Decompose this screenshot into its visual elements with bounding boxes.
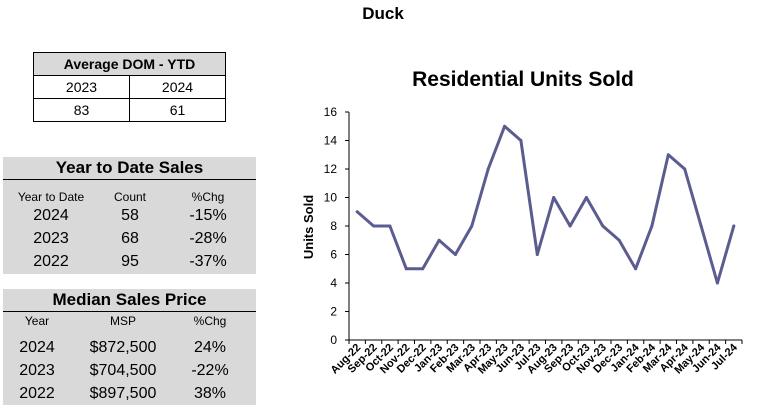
ytd-col-chg: %Chg	[191, 190, 225, 204]
msp-row-chg: 24%	[193, 339, 227, 356]
chart-axes: 0246810121416Aug-22Sep-22Oct-22Nov-22Dec…	[324, 105, 743, 376]
ytd-row-year: 2022	[33, 253, 69, 270]
data-point	[470, 224, 474, 228]
msp-col-msp: MSP	[109, 314, 136, 328]
data-point	[634, 267, 638, 271]
data-point	[486, 167, 490, 171]
ytd-title: Year to Date Sales	[3, 157, 256, 180]
y-tick-label: 14	[324, 134, 338, 148]
msp-title: Median Sales Price	[3, 289, 256, 312]
msp-row-price: $872,500	[89, 339, 157, 356]
msp-col-year: Year	[24, 314, 50, 328]
data-point	[421, 267, 425, 271]
ytd-row-chg: -15%	[189, 207, 227, 224]
msp-row-year: 2023	[19, 362, 55, 379]
data-point	[437, 238, 441, 242]
data-point	[666, 153, 670, 157]
data-point	[568, 224, 572, 228]
data-point	[617, 238, 621, 242]
data-point	[552, 196, 556, 199]
year-to-date-sales-panel: Year to Date Sales Year to Date Count %C…	[3, 157, 256, 274]
chart-title: Residential Units Sold	[412, 68, 634, 91]
dom-value-2024: 61	[128, 98, 227, 122]
data-point	[650, 224, 654, 228]
average-dom-table: Average DOM - YTD 2023 2024 83 61	[33, 52, 227, 122]
data-point	[584, 196, 588, 199]
y-tick-label: 16	[324, 105, 338, 119]
data-point	[699, 224, 703, 228]
ytd-row-count: 95	[121, 253, 139, 270]
msp-col-chg: %Chg	[193, 314, 227, 328]
data-point	[601, 224, 605, 228]
ytd-col-year: Year to Date	[17, 190, 85, 204]
ytd-row-chg: -37%	[189, 253, 227, 270]
data-point	[404, 267, 408, 271]
ytd-row-year: 2024	[33, 207, 69, 224]
msp-row-price: $704,500	[89, 362, 157, 379]
data-point	[388, 224, 392, 228]
page-title: Duck	[362, 4, 404, 23]
y-tick-label: 2	[330, 305, 337, 319]
ytd-row-year: 2023	[33, 230, 69, 247]
ytd-row-count: 68	[121, 230, 139, 247]
data-point	[453, 253, 457, 256]
y-tick-label: 0	[330, 333, 337, 347]
units-sold-series	[355, 124, 736, 285]
y-tick-label: 4	[330, 276, 337, 290]
data-point	[372, 224, 376, 228]
data-point	[715, 281, 719, 285]
data-point	[519, 139, 523, 142]
ytd-row-count: 58	[121, 207, 139, 224]
units-sold-line	[355, 124, 736, 285]
data-point	[355, 210, 359, 214]
msp-row-year: 2024	[19, 339, 55, 356]
data-point	[732, 224, 736, 228]
msp-row-year: 2022	[19, 385, 55, 402]
data-point	[503, 124, 507, 128]
msp-row-price: $897,500	[89, 385, 157, 402]
data-point	[683, 167, 687, 171]
dom-header: Average DOM - YTD	[33, 52, 226, 76]
dom-year-2023: 2023	[33, 75, 130, 99]
ytd-row-chg: -28%	[189, 230, 227, 247]
msp-row-chg: -22%	[191, 362, 229, 379]
y-tick-label: 6	[330, 248, 337, 262]
data-point	[535, 253, 539, 256]
y-tick-label: 12	[324, 162, 338, 176]
residential-units-sold-chart: Residential Units Sold Units Sold 0 2 4 6 8 1…	[301, 68, 743, 376]
msp-row-chg: 38%	[193, 385, 227, 402]
dom-value-2023: 83	[33, 98, 130, 122]
y-tick-label: 8	[330, 219, 337, 233]
ytd-col-count: Count	[113, 190, 147, 204]
dom-year-2024: 2024	[128, 75, 227, 99]
y-tick-label: 10	[324, 191, 338, 205]
y-axis-label: Units Sold	[301, 195, 316, 259]
median-sales-price-panel: Median Sales Price Year MSP %Chg 2024 $8…	[3, 289, 256, 405]
